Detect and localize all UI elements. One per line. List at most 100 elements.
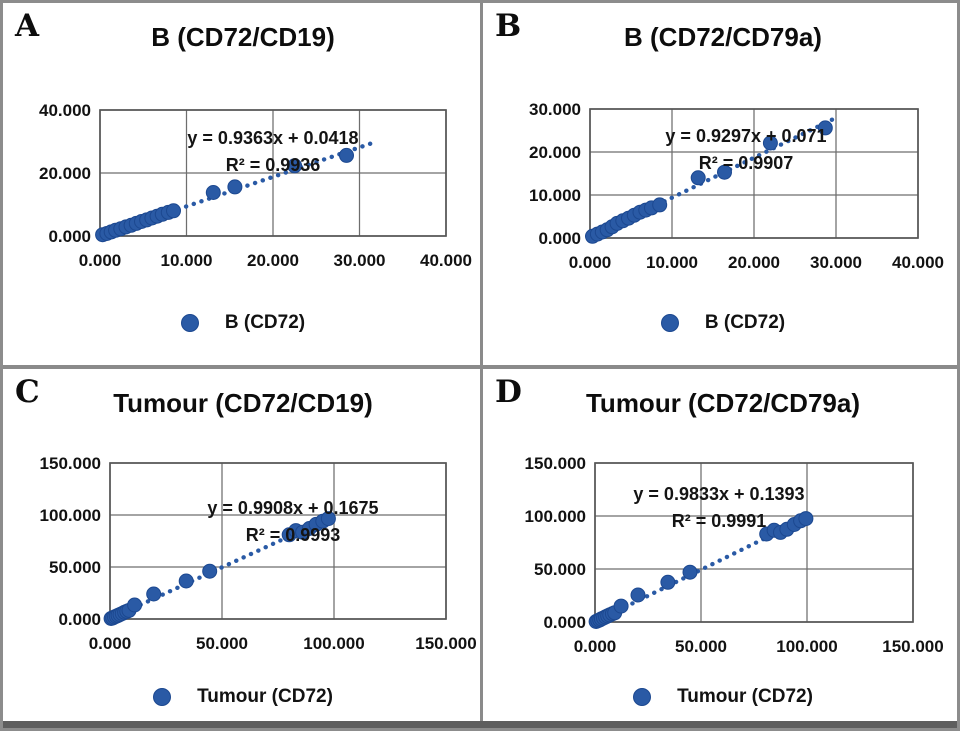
data-point (630, 587, 646, 603)
panel-letter-a: A (15, 8, 40, 44)
equation-block-b: y = 0.9297x + 0.071 R² = 0.9907 (566, 123, 926, 177)
data-point (339, 147, 354, 163)
data-point (287, 158, 303, 174)
legend-label: B (CD72) (224, 312, 306, 333)
equation-block-d: y = 0.9833x + 0.1393 R² = 0.9991 (539, 481, 899, 535)
data-point (652, 197, 668, 213)
plot-border (594, 462, 914, 623)
r-squared-label: R² = 0.9991 (671, 511, 767, 531)
y-tick-label: 0.000 (538, 229, 581, 248)
x-tick-label: 0.000 (89, 634, 132, 653)
y-tick-label: 30.000 (529, 100, 581, 119)
plot-border (99, 109, 447, 237)
equation-block-a: y = 0.9363x + 0.0418 R² = 0.9936 (93, 125, 453, 179)
trendline (593, 514, 812, 624)
data-point (798, 511, 814, 527)
data-point (717, 164, 732, 180)
data-point (320, 511, 336, 527)
chart-title-a: B (CD72/CD19) (151, 22, 335, 52)
plot-area-c: 0.000 50.000 100.000 150.000 0.000 50.000 100.… (40, 454, 477, 653)
chart-title-b: B (CD72/CD79a) (624, 22, 822, 52)
legend-marker-icon (153, 688, 172, 706)
panel-d: 0.000 50.000 100.000 150.000 0.000 50.000 100.… (483, 369, 957, 728)
equation-label: y = 0.9297x + 0.071 (665, 126, 827, 146)
plot-area-d: 0.000 50.000 100.000 150.000 0.000 50.000 100.… (525, 454, 944, 656)
y-tick-label: 50.000 (49, 558, 101, 577)
plot-area-b: 0.000 10.000 20.000 30.000 40.000 0.000 10.000… (529, 100, 944, 272)
legend-b: B (CD72) (483, 306, 957, 340)
y-tick-label: 0.000 (48, 227, 91, 246)
data-point (178, 573, 194, 589)
y-tick-label: 20.000 (529, 143, 581, 162)
y-tick-label: 150.000 (40, 454, 101, 473)
x-tick-label: 150.000 (882, 637, 943, 656)
legend-label: Tumour (CD72) (197, 686, 333, 707)
chart-title-d: Tumour (CD72/CD79a) (585, 388, 860, 418)
data-point (690, 170, 706, 186)
legend-c: Tumour (CD72) (3, 680, 483, 714)
data-point (227, 179, 243, 195)
x-tick-label: 0.000 (569, 253, 612, 272)
y-tick-label: 10.000 (529, 186, 581, 205)
data-point (682, 564, 698, 580)
y-tick-label: 0.000 (58, 610, 101, 629)
y-tick-label: 50.000 (534, 560, 586, 579)
data-point (202, 563, 218, 579)
x-tick-label: 30.000 (810, 253, 862, 272)
x-tick-label: 50.000 (675, 637, 727, 656)
equation-label: y = 0.9363x + 0.0418 (187, 128, 359, 148)
legend-marker-icon (660, 314, 679, 332)
panel-letter-b: B (495, 8, 522, 44)
data-point (613, 598, 629, 614)
y-tick-label: 100.000 (525, 507, 586, 526)
x-tick-label: 40.000 (420, 251, 472, 270)
legend-d: Tumour (CD72) (483, 680, 957, 714)
y-tick-label: 150.000 (525, 454, 586, 473)
panel-a: 0.000 10.000 20.000 30.000 40.000 0.000 20.000… (3, 3, 483, 368)
x-tick-label: 100.000 (776, 637, 837, 656)
equation-label: y = 0.9908x + 0.1675 (207, 498, 379, 518)
y-tick-label: 40.000 (39, 101, 91, 120)
panel-b: 0.000 10.000 20.000 30.000 40.000 0.000 10.000… (483, 3, 957, 368)
r-squared-label: R² = 0.9993 (245, 525, 341, 545)
panel-letter-c: C (15, 374, 40, 410)
data-point (205, 185, 221, 200)
data-point (166, 203, 181, 219)
legend-label: B (CD72) (704, 312, 786, 333)
x-tick-label: 20.000 (728, 253, 780, 272)
x-tick-label: 10.000 (161, 251, 213, 270)
x-tick-label: 30.000 (334, 251, 386, 270)
trendline (589, 115, 839, 240)
legend-marker-icon (633, 688, 652, 706)
legend-marker-icon (180, 314, 199, 332)
equation-label: y = 0.9833x + 0.1393 (633, 484, 805, 504)
y-tick-label: 0.000 (543, 613, 586, 632)
x-tick-label: 100.000 (303, 634, 364, 653)
panel-divider-horizontal (3, 365, 957, 369)
data-point (146, 586, 162, 602)
x-tick-label: 20.000 (247, 251, 299, 270)
x-tick-label: 10.000 (646, 253, 698, 272)
panel-c: 0.000 50.000 100.000 150.000 0.000 50.000 100.… (3, 369, 483, 728)
legend-a: B (CD72) (3, 306, 483, 340)
figure-bottom-border (3, 721, 957, 728)
y-tick-label: 100.000 (40, 506, 101, 525)
chart-title-c: Tumour (CD72/CD19) (113, 388, 373, 418)
r-squared-label: R² = 0.9907 (698, 153, 794, 173)
plot-area-a: 0.000 10.000 20.000 30.000 40.000 0.000 20.000… (39, 101, 472, 270)
plot-border (109, 462, 447, 620)
x-tick-label: 40.000 (892, 253, 944, 272)
x-tick-label: 50.000 (196, 634, 248, 653)
data-point (127, 597, 143, 613)
data-point (817, 120, 833, 136)
equation-block-c: y = 0.9908x + 0.1675 R² = 0.9993 (113, 495, 473, 549)
data-point (660, 574, 676, 590)
x-tick-label: 150.000 (415, 634, 476, 653)
x-tick-label: 0.000 (79, 251, 122, 270)
legend-label: Tumour (CD72) (677, 686, 813, 707)
y-tick-label: 20.000 (39, 164, 91, 183)
x-tick-label: 0.000 (574, 637, 617, 656)
r-squared-label: R² = 0.9936 (225, 155, 321, 175)
panel-letter-d: D (495, 374, 522, 410)
